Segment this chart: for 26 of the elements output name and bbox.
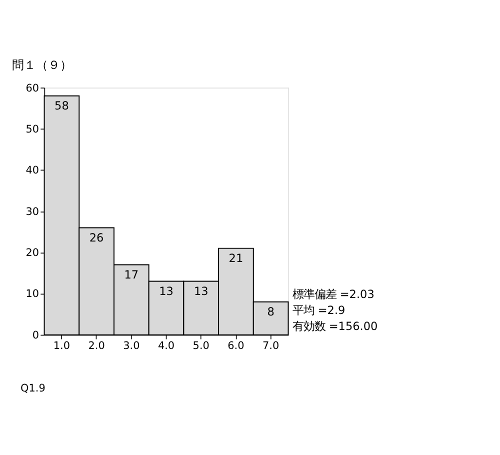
x-tick-label: 4.0 [158, 340, 175, 352]
data-label: 17 [124, 268, 139, 282]
data-label: 13 [159, 284, 174, 298]
x-tick-label: 6.0 [228, 340, 244, 352]
text: 標準偏差 =2.03 [292, 288, 374, 301]
y-tick-label: 60 [26, 82, 40, 94]
data-label: 58 [54, 100, 69, 113]
y-tick-label: 40 [26, 164, 40, 177]
chart-title: 問１（９） [12, 58, 72, 72]
x-tick-label: 1.0 [53, 340, 70, 352]
text: 平均 =2.9 [292, 304, 346, 317]
y-tick-label: 50 [26, 123, 40, 136]
data-label: 8 [267, 306, 274, 319]
data-label: 13 [194, 284, 208, 298]
x-tick-label: 7.0 [262, 340, 280, 352]
x-tick-label: 5.0 [192, 340, 210, 352]
text: 有効数 =156.00 [292, 320, 378, 333]
x-tick-label: 2.0 [88, 340, 105, 352]
y-tick-label: 30 [26, 206, 40, 218]
data-label: 26 [89, 231, 104, 244]
x-axis-title: Q1.9 [20, 382, 46, 395]
y-tick-label: 0 [32, 329, 40, 342]
y-tick-label: 20 [26, 247, 40, 260]
data-label: 21 [228, 252, 244, 265]
x-tick-label: 3.0 [123, 340, 140, 352]
y-tick-label: 10 [26, 288, 40, 300]
